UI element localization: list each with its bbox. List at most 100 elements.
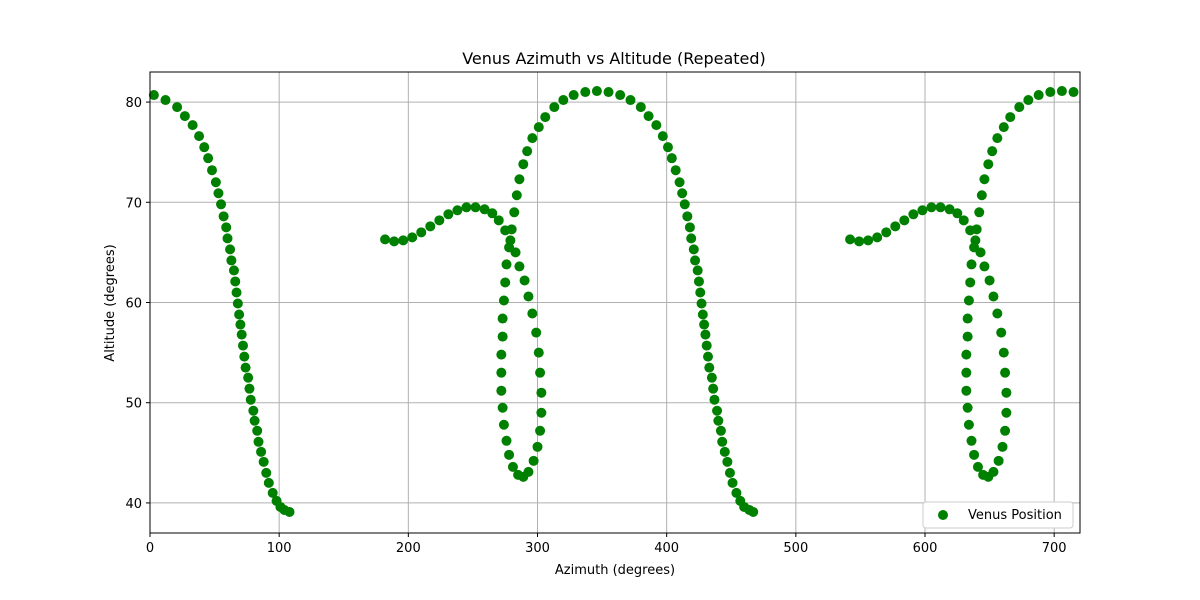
data-point	[452, 205, 463, 216]
data-point	[715, 425, 726, 436]
data-point	[284, 506, 295, 517]
scatter-points	[148, 86, 1079, 517]
data-point	[207, 165, 217, 176]
data-point	[148, 90, 159, 101]
data-point	[236, 329, 247, 340]
data-point	[514, 261, 525, 272]
data-point	[230, 276, 241, 287]
data-point	[992, 133, 1003, 144]
data-point	[969, 449, 980, 460]
data-point	[1033, 90, 1044, 101]
data-point	[234, 309, 245, 320]
data-point	[969, 242, 980, 253]
data-point	[203, 153, 214, 164]
data-point	[974, 207, 985, 218]
data-point	[979, 261, 990, 272]
data-point	[461, 202, 472, 213]
data-point	[699, 319, 710, 330]
legend: Venus Position	[922, 501, 1074, 529]
data-point	[998, 347, 1009, 358]
data-point	[997, 441, 1008, 452]
data-point	[258, 456, 269, 467]
data-point	[501, 435, 512, 446]
data-point	[580, 87, 591, 98]
y-tick-label: 40	[125, 497, 142, 512]
x-tick-label: 700	[1042, 541, 1067, 556]
data-point	[962, 313, 973, 324]
data-point	[425, 221, 436, 232]
data-point	[872, 232, 883, 243]
y-axis-ticks: 40 50 60 70 80	[125, 96, 150, 512]
data-point	[976, 190, 987, 201]
data-point	[243, 372, 254, 383]
data-point	[238, 340, 248, 351]
data-point	[533, 347, 544, 358]
data-point	[1001, 407, 1012, 418]
x-axis-label: Azimuth (degrees)	[555, 563, 675, 578]
data-point	[527, 133, 538, 144]
data-point	[172, 102, 183, 113]
y-tick-label: 80	[125, 96, 142, 111]
data-point	[988, 291, 999, 302]
data-point	[978, 469, 989, 480]
data-point	[514, 174, 525, 185]
data-point	[434, 215, 445, 226]
data-point	[497, 313, 508, 324]
data-point	[507, 461, 518, 472]
data-point	[232, 298, 243, 309]
data-point	[731, 487, 742, 498]
data-point	[961, 385, 972, 396]
data-point	[210, 177, 221, 188]
data-point	[222, 233, 233, 244]
data-point	[963, 295, 974, 306]
data-point	[703, 351, 713, 362]
data-point	[533, 122, 544, 133]
grid	[149, 72, 1080, 533]
data-point	[240, 362, 251, 373]
data-point	[380, 234, 391, 245]
data-point	[496, 349, 507, 360]
data-point	[983, 159, 994, 170]
data-point	[235, 319, 246, 330]
data-point	[1068, 87, 1079, 98]
data-point	[506, 224, 517, 235]
data-point	[917, 205, 928, 216]
data-point	[216, 199, 227, 210]
data-point	[1001, 387, 1012, 398]
data-point	[966, 259, 977, 270]
data-point	[693, 276, 704, 287]
data-point	[963, 419, 974, 430]
x-tick-label: 0	[146, 541, 154, 556]
data-point	[635, 102, 646, 113]
data-point	[713, 415, 724, 426]
data-point	[509, 207, 520, 218]
data-point	[686, 233, 697, 244]
x-axis-ticks: 0 100 200 300 400 500 600 700	[146, 533, 1067, 556]
data-point	[993, 455, 1004, 466]
data-point	[706, 372, 717, 383]
data-point	[407, 232, 418, 243]
data-point	[696, 298, 707, 309]
data-point	[965, 277, 976, 288]
data-point	[972, 461, 983, 472]
data-point	[690, 255, 701, 266]
data-point	[187, 120, 198, 131]
legend-box	[922, 501, 1074, 529]
data-point	[535, 367, 546, 378]
data-point	[890, 221, 901, 232]
data-point	[998, 122, 1009, 133]
data-point	[700, 329, 711, 340]
data-point	[666, 153, 677, 164]
data-point	[591, 86, 602, 97]
data-point	[962, 402, 973, 413]
data-point	[245, 394, 256, 405]
data-point	[504, 449, 515, 460]
data-point	[443, 209, 454, 220]
data-point	[498, 295, 509, 306]
y-tick-label: 60	[125, 297, 142, 312]
data-point	[179, 111, 190, 122]
data-point	[493, 215, 504, 226]
data-point	[496, 367, 507, 378]
data-point	[845, 234, 856, 245]
data-point	[513, 469, 524, 480]
